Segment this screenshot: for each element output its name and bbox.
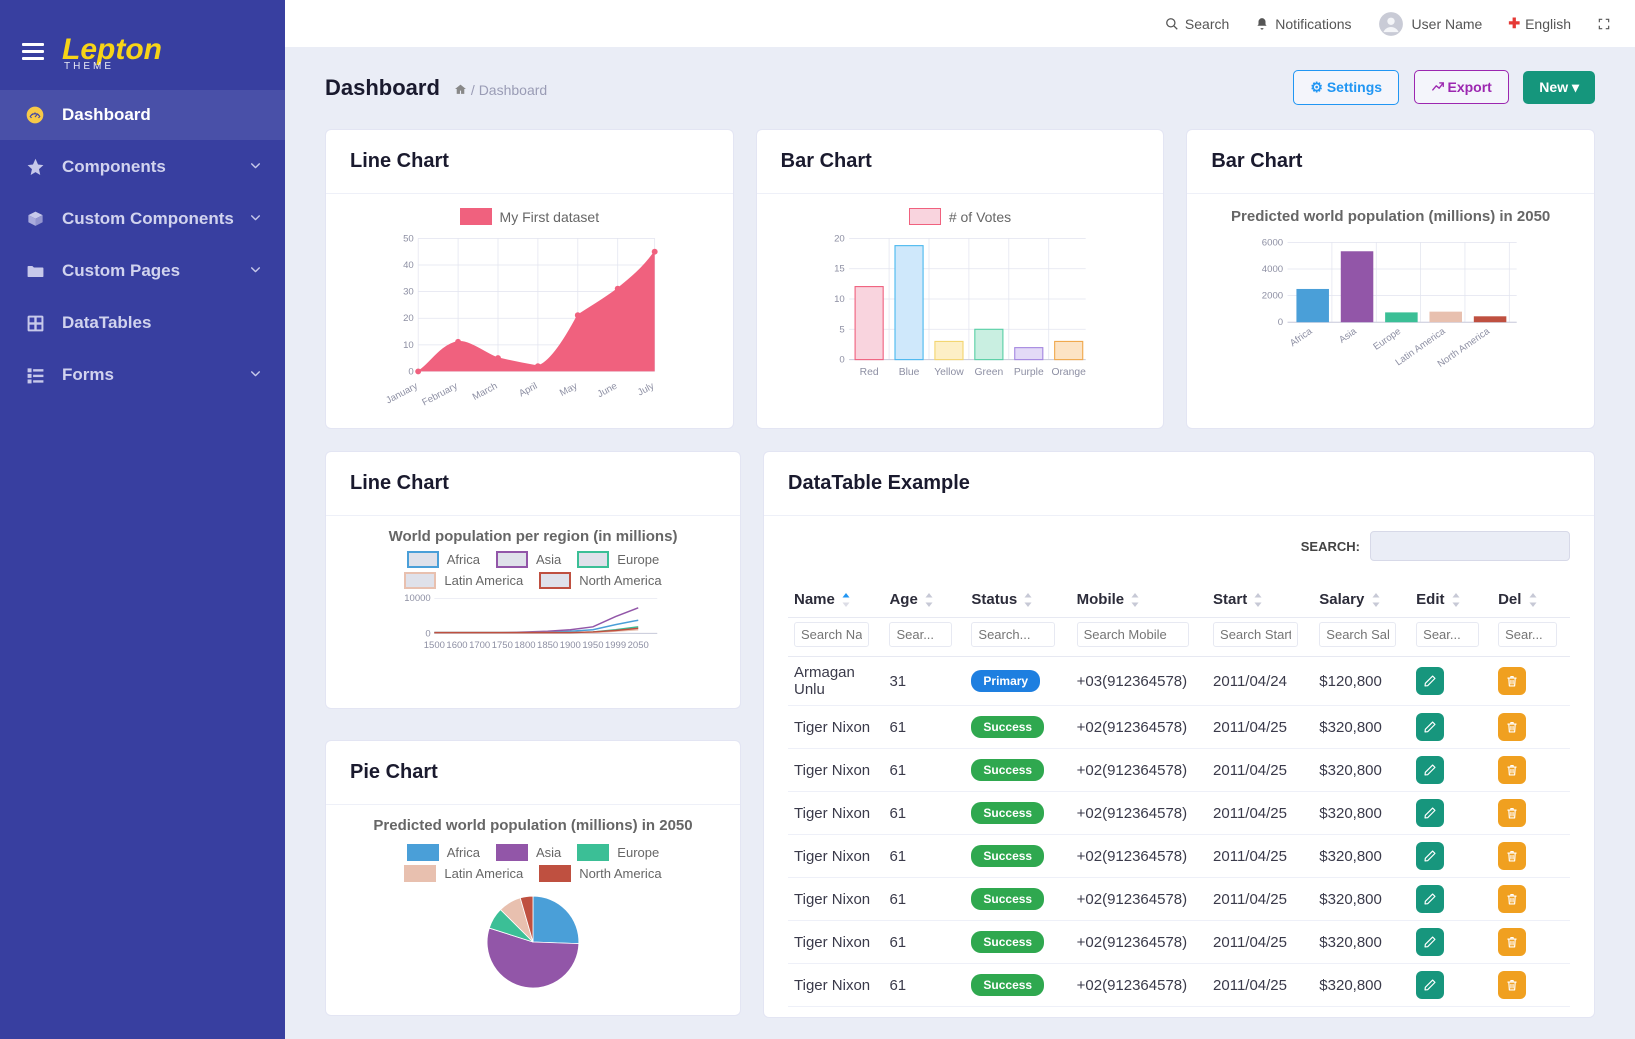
svg-text:July: July bbox=[636, 381, 656, 399]
svg-text:6000: 6000 bbox=[1261, 237, 1282, 248]
svg-text:5: 5 bbox=[839, 324, 844, 335]
svg-text:1900: 1900 bbox=[560, 640, 581, 651]
svg-text:40: 40 bbox=[403, 260, 414, 271]
svg-text:1999: 1999 bbox=[605, 640, 626, 651]
svg-text:1750: 1750 bbox=[492, 640, 513, 651]
svg-text:0: 0 bbox=[839, 355, 844, 366]
svg-text:0: 0 bbox=[1277, 317, 1282, 328]
svg-text:June: June bbox=[596, 381, 620, 400]
svg-text:Green: Green bbox=[974, 367, 1003, 378]
svg-text:4000: 4000 bbox=[1261, 264, 1282, 275]
svg-text:20: 20 bbox=[834, 233, 845, 244]
svg-text:Yellow: Yellow bbox=[934, 367, 964, 378]
svg-text:Europe: Europe bbox=[1371, 326, 1403, 353]
svg-text:Asia: Asia bbox=[1337, 326, 1359, 346]
svg-text:1600: 1600 bbox=[446, 640, 467, 651]
svg-text:Orange: Orange bbox=[1051, 367, 1086, 378]
svg-text:February: February bbox=[421, 381, 460, 409]
svg-text:Blue: Blue bbox=[899, 367, 920, 378]
svg-text:Purple: Purple bbox=[1014, 367, 1044, 378]
svg-text:1500: 1500 bbox=[424, 640, 445, 651]
svg-text:1950: 1950 bbox=[582, 640, 603, 651]
svg-text:0: 0 bbox=[425, 628, 430, 639]
svg-text:10000: 10000 bbox=[404, 593, 430, 604]
svg-text:Red: Red bbox=[860, 367, 879, 378]
svg-text:1850: 1850 bbox=[537, 640, 558, 651]
svg-text:Africa: Africa bbox=[1288, 326, 1315, 349]
svg-text:1800: 1800 bbox=[514, 640, 535, 651]
svg-text:2050: 2050 bbox=[628, 640, 649, 651]
svg-text:2000: 2000 bbox=[1261, 291, 1282, 302]
svg-text:50: 50 bbox=[403, 233, 414, 244]
svg-text:30: 30 bbox=[403, 287, 414, 298]
svg-text:March: March bbox=[471, 381, 500, 403]
svg-text:1700: 1700 bbox=[469, 640, 490, 651]
svg-text:10: 10 bbox=[834, 294, 845, 305]
svg-text:May: May bbox=[558, 381, 579, 399]
svg-text:0: 0 bbox=[409, 366, 414, 377]
svg-text:15: 15 bbox=[834, 264, 845, 275]
svg-text:January: January bbox=[385, 381, 420, 407]
svg-text:April: April bbox=[517, 381, 539, 400]
svg-text:10: 10 bbox=[403, 340, 414, 351]
svg-text:20: 20 bbox=[403, 313, 414, 324]
